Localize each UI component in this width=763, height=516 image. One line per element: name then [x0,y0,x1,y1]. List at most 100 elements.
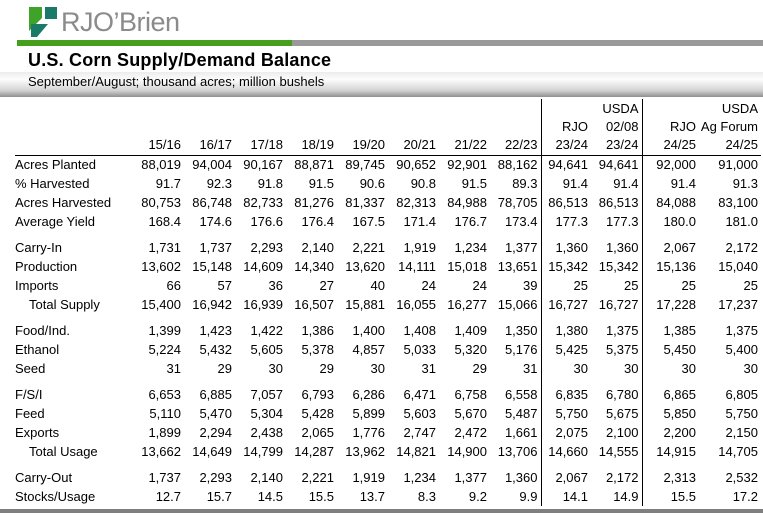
cell [184,231,235,238]
cell: 1,234 [454,240,487,255]
cell: 29 [217,361,232,376]
cell: 25 [641,276,699,295]
cell [235,99,286,117]
row-label [15,231,133,238]
cell: 30 [641,359,699,378]
cell: 57 [217,278,232,293]
cell: 15,342 [540,257,591,276]
cell [337,378,388,385]
cell: 9.9 [519,489,538,504]
cell: 15,400 [141,297,181,312]
cell: 91.7 [155,176,181,191]
cell: 24 [421,278,436,293]
cell: 14.9 [613,489,639,504]
cell: USDA [721,100,758,116]
cell: 2,067 [641,238,699,257]
cell [286,461,337,468]
cell [699,231,761,238]
cell: 5,603 [403,406,436,421]
table-row: Carry-In 1,731 1,737 2,293 2,140 2,221 1,919 1,… [15,238,761,257]
cell: 14,799 [243,444,283,459]
cell: 23/24 [591,135,642,156]
table-row: Ethanol 5,224 5,432 5,605 5,378 4,857 5,033 5,3… [15,340,761,359]
cell: 2,067 [540,468,591,487]
cell [439,461,490,468]
cell: 17.2 [732,489,758,504]
cell: 30 [624,361,639,376]
cell: 5,850 [641,404,699,423]
cell: 92,901 [447,157,487,173]
cell: 17/18 [235,135,286,156]
cell: 02/08 [605,118,639,134]
cell: 88,019 [141,157,181,173]
cell: 1,360 [540,238,591,257]
cell: 5,033 [403,342,436,357]
cell [591,461,642,468]
cell: 6,286 [352,387,385,402]
bottom-rule [0,509,763,513]
row-label: Total Usage [29,444,98,459]
cell: RJO [641,117,699,135]
row-label: Acres Planted [15,157,96,173]
cell [540,378,591,385]
cell: 176.6 [250,214,283,229]
spacer-row [15,231,761,238]
cell: 14,340 [294,259,334,274]
cell: 5,605 [250,342,283,357]
cell: 2,065 [301,425,334,440]
row-label: Ethanol [15,342,60,357]
cell [641,461,699,468]
cell: 13.7 [359,489,385,504]
cell [439,378,490,385]
row-label: Average Yield [15,214,95,229]
cell [641,231,699,238]
cell: 6,805 [725,387,758,402]
cell: 2,472 [454,425,487,440]
cell: 13,962 [345,444,385,459]
cell: 86,513 [598,195,639,210]
cell: 66 [166,278,181,293]
cell: 5,378 [301,342,334,357]
cell: 12.7 [155,489,181,504]
cell: 2,200 [641,423,699,442]
cell [337,314,388,321]
rule-gray-segment [292,40,763,46]
cell: 84,988 [447,195,487,210]
cell: 14,555 [598,444,639,459]
cell: 24/25 [641,135,699,156]
cell: 2,293 [250,240,283,255]
cell: 14,111 [398,259,436,274]
table-wrap: USDA USDA RJO 02/08 RJO Ag Forum 15/16 16/17 17/… [0,99,763,506]
cell: 2,293 [199,470,232,485]
cell [184,117,235,135]
cell: 82,313 [396,195,436,210]
cell: 1,234 [403,470,436,485]
table-row: Exports 1,899 2,294 2,438 2,065 1,776 2,747 2,4… [15,423,761,442]
cell: 2,221 [301,470,334,485]
cell: 27 [319,278,334,293]
cell: 2,438 [250,425,283,440]
cell: 91.4 [540,174,591,193]
cell [133,314,184,321]
cell [439,314,490,321]
cell [235,461,286,468]
cell [133,378,184,385]
cell: 1,400 [352,323,385,338]
cell [388,99,439,117]
cell: 1,919 [352,470,385,485]
cell [133,231,184,238]
cell: 13,620 [345,259,385,274]
logo-text: RJO’Brien [61,7,180,37]
row-label: Seed [15,361,46,376]
cell: 1,731 [148,240,181,255]
cell: 1,899 [148,425,181,440]
cell: 90,652 [396,157,436,173]
cell [337,117,388,135]
row-label: Exports [15,425,60,440]
row-label [15,314,133,321]
cell: Ag Forum [700,118,758,134]
cell: 5,304 [250,406,283,421]
cell: 13,706 [497,444,538,459]
table-row: Seed 31 29 30 29 30 31 29 31 30 30 30 30 [15,359,761,378]
rjo-logo-icon [28,6,58,38]
